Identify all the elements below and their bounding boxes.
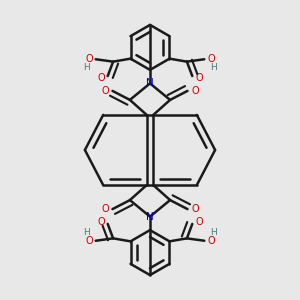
Text: O: O	[101, 86, 109, 96]
Text: O: O	[85, 236, 93, 246]
Text: O: O	[207, 54, 215, 64]
Text: O: O	[191, 86, 199, 96]
Text: O: O	[191, 204, 199, 214]
Text: O: O	[97, 74, 105, 83]
Text: H: H	[83, 63, 90, 72]
Text: H: H	[210, 228, 217, 237]
Text: O: O	[207, 236, 215, 246]
Text: H: H	[83, 228, 90, 237]
Text: O: O	[97, 217, 105, 226]
Text: O: O	[195, 217, 203, 226]
Text: O: O	[195, 74, 203, 83]
Text: H: H	[210, 63, 217, 72]
Text: N: N	[146, 212, 154, 222]
Text: O: O	[101, 204, 109, 214]
Text: O: O	[85, 54, 93, 64]
Text: N: N	[146, 78, 154, 88]
